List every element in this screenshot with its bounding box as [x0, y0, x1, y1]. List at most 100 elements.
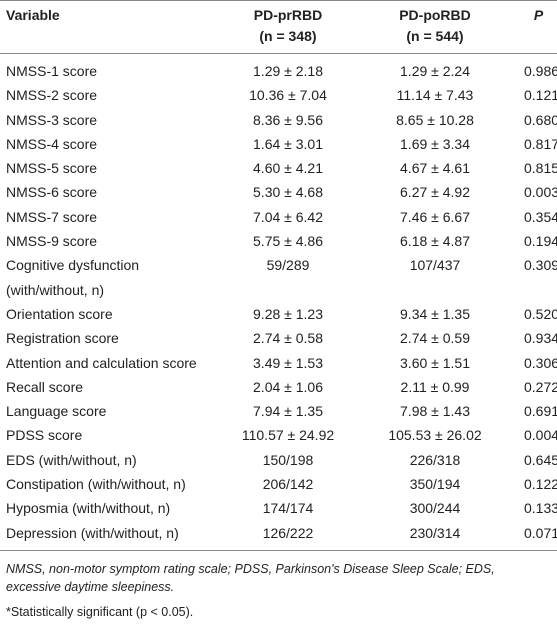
value-cell: 2.74 ± 0.59: [400, 330, 470, 347]
variable-cell: NMSS-7 score: [6, 208, 98, 225]
variable-cell: NMSS-9 score: [6, 233, 98, 250]
value-cell: 0.520: [524, 305, 557, 322]
variable-cell: PDSS score: [6, 427, 83, 444]
variable-cell: NMSS-3 score: [6, 111, 98, 128]
table-row: Registration score 2.74 ± 0.58 2.74 ± 0.59…: [0, 326, 557, 350]
header-subtext: (n = 544): [406, 28, 464, 44]
table-row: NMSS-2 score 10.36 ± 7.04 11.14 ± 7.43 0.12…: [0, 83, 557, 107]
value-cell: 0.122: [524, 476, 557, 493]
header-subtext: (n = 348): [259, 28, 317, 44]
value-cell: 0.194: [524, 233, 557, 250]
value-cell: 6.27 ± 4.92: [400, 184, 470, 201]
variable-cell: NMSS-5 score: [6, 160, 98, 177]
variable-cell: Registration score: [6, 330, 119, 347]
value-cell: 0.986: [524, 63, 557, 79]
value-cell: 3.49 ± 1.53: [253, 354, 323, 371]
table-row: NMSS-6 score 5.30 ± 4.68 6.27 ± 4.92 0.003*: [0, 180, 557, 204]
value-cell: 150/198: [262, 451, 314, 468]
variable-cell: Hyposmia (with/without, n): [6, 500, 171, 517]
table-row: NMSS-7 score 7.04 ± 6.42 7.46 ± 6.67 0.354: [0, 205, 557, 229]
value-cell: 10.36 ± 7.04: [249, 87, 327, 104]
value-cell: 350/194: [409, 476, 461, 493]
table-row: Recall score 2.04 ± 1.06 2.11 ± 0.99 0.272: [0, 375, 557, 399]
header-row: Variable PD-prRBD (n = 348) PD-poRBD (n = 54…: [0, 0, 557, 54]
value-cell: 4.60 ± 4.21: [253, 160, 323, 177]
variable-cell: Depression (with/without, n): [6, 524, 179, 541]
header-cell: P: [518, 1, 557, 54]
value-cell: 1.29 ± 2.18: [253, 63, 323, 79]
value-cell: 174/174: [262, 500, 314, 517]
variable-cell: NMSS-1 score: [6, 63, 98, 79]
value-cell: 300/244: [409, 500, 461, 517]
footnotes: NMSS, non-motor symptom rating scale; PD…: [0, 551, 557, 621]
value-cell: 226/318: [409, 451, 461, 468]
value-cell: 8.36 ± 9.56: [253, 111, 323, 128]
value-cell: 2.11 ± 0.99: [400, 378, 470, 395]
variable-cell: Orientation score: [6, 305, 113, 322]
header-text: PD-poRBD: [399, 7, 471, 23]
table-row: Orientation score 9.28 ± 1.23 9.34 ± 1.35 0…: [0, 302, 557, 326]
value-cell: 0.645: [524, 451, 557, 468]
value-cell: 0.691: [524, 403, 557, 420]
header-text: Variable: [6, 7, 60, 23]
value-cell: 8.65 ± 10.28: [396, 111, 474, 128]
variable-cell: NMSS-6 score: [6, 184, 98, 201]
value-cell: 1.29 ± 2.24: [400, 63, 470, 79]
table-row: Depression (with/without, n) 126/222 230/3…: [0, 521, 557, 551]
value-cell: 2.74 ± 0.58: [253, 330, 323, 347]
header-cell: PD-poRBD (n = 544): [352, 1, 518, 54]
footnote: *Statistically significant (p < 0.05).: [6, 604, 194, 619]
variable-cell: Cognitive dysfunction (with/without, n): [6, 257, 140, 298]
table-row: NMSS-3 score 8.36 ± 9.56 8.65 ± 10.28 0.680: [0, 108, 557, 132]
header-text: P: [533, 7, 544, 23]
value-cell: 107/437: [409, 257, 461, 274]
value-cell: 110.57 ± 24.92: [241, 427, 335, 444]
value-cell: 0.817: [524, 135, 557, 152]
value-cell: 5.30 ± 4.68: [253, 184, 323, 201]
variable-cell: Attention and calculation score: [6, 354, 197, 371]
variable-cell: Constipation (with/without, n): [6, 476, 186, 493]
value-cell: 230/314: [409, 524, 461, 541]
variable-cell: NMSS-2 score: [6, 87, 98, 104]
value-cell: 0.306: [524, 354, 557, 371]
value-cell: 7.98 ± 1.43: [400, 403, 470, 420]
value-cell: 6.18 ± 4.87: [400, 233, 470, 250]
value-cell: 0.680: [524, 111, 557, 128]
header-cell: PD-prRBD (n = 348): [224, 1, 352, 54]
table-row: EDS (with/without, n) 150/198 226/318 0.645: [0, 448, 557, 472]
value-cell: 1.64 ± 3.01: [253, 135, 323, 152]
value-cell: 126/222: [262, 524, 314, 541]
value-cell: 0.354: [524, 208, 557, 225]
variable-cell: EDS (with/without, n): [6, 451, 137, 468]
table-row: Constipation (with/without, n) 206/142 350…: [0, 472, 557, 496]
variable-cell: NMSS-4 score: [6, 135, 98, 152]
value-cell: 0.272: [524, 378, 557, 395]
header-cell: Variable: [0, 1, 224, 54]
value-cell: 0.934: [524, 330, 557, 347]
table-row: NMSS-4 score 1.64 ± 3.01 1.69 ± 3.34 0.817: [0, 132, 557, 156]
table-header: Variable PD-prRBD (n = 348) PD-poRBD (n = 54…: [0, 0, 557, 54]
value-cell: 9.34 ± 1.35: [400, 305, 470, 322]
table-row: Hyposmia (with/without, n) 174/174 300/244…: [0, 496, 557, 520]
value-cell: 0.815: [524, 160, 557, 177]
variable-cell: Recall score: [6, 378, 84, 395]
value-cell: 7.04 ± 6.42: [253, 208, 323, 225]
value-cell: 3.60 ± 1.51: [400, 354, 470, 371]
value-cell: 1.69 ± 3.34: [400, 135, 470, 152]
table-row: NMSS-9 score 5.75 ± 4.86 6.18 ± 4.87 0.194: [0, 229, 557, 253]
value-cell: 7.46 ± 6.67: [400, 208, 470, 225]
table-body: NMSS-1 score 1.29 ± 2.18 1.29 ± 2.24 0.986 N…: [0, 54, 557, 551]
value-cell: 11.14 ± 7.43: [396, 87, 474, 104]
variable-cell: Language score: [6, 403, 107, 420]
table-row: Cognitive dysfunction (with/without, n) 5…: [0, 253, 557, 302]
value-cell: 0.133: [524, 500, 557, 517]
footnote: NMSS, non-motor symptom rating scale; PD…: [6, 561, 495, 594]
value-cell: 0.071: [524, 524, 557, 541]
value-cell: 4.67 ± 4.61: [400, 160, 470, 177]
table-row: Attention and calculation score 3.49 ± 1.…: [0, 351, 557, 375]
value-cell: 0.309: [524, 257, 557, 274]
value-cell: 7.94 ± 1.35: [253, 403, 323, 420]
value-cell: 105.53 ± 26.02: [388, 427, 482, 444]
value-cell: 2.04 ± 1.06: [253, 378, 323, 395]
table-row: NMSS-5 score 4.60 ± 4.21 4.67 ± 4.61 0.815: [0, 156, 557, 180]
